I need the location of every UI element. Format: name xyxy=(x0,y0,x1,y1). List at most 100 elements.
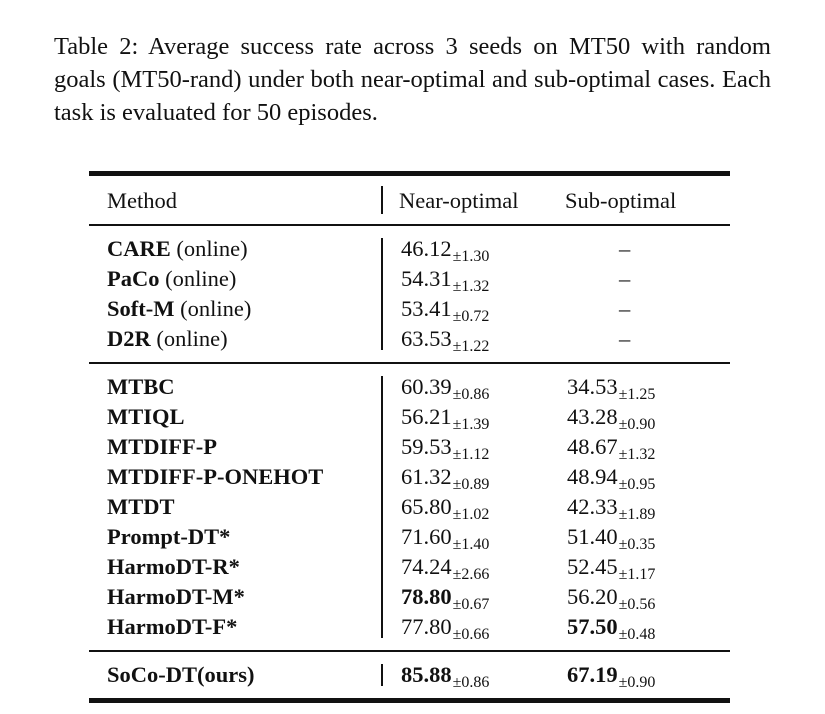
method-suffix: (online) xyxy=(170,236,248,261)
results-table: Method Near-optimal Sub-optimal CARE (on… xyxy=(89,171,730,703)
table-row: MTBC 60.39±0.86 34.53±1.25 xyxy=(89,372,730,403)
column-separator xyxy=(381,376,383,638)
method-cell: Soft-M (online) xyxy=(89,296,381,322)
header-method: Method xyxy=(107,188,177,213)
sub-optimal-cell: 43.28±0.90 xyxy=(553,404,730,433)
method-cell: MTDIFF-P-ONEHOT xyxy=(89,464,381,490)
near-optimal-cell: 46.12±1.30 xyxy=(383,236,553,265)
near-optimal-cell: 53.41±0.72 xyxy=(383,296,553,325)
sub-optimal-cell: – xyxy=(553,326,730,352)
method-name: Soft-M xyxy=(107,296,175,321)
method-cell: D2R (online) xyxy=(89,326,381,352)
score-std: ±1.17 xyxy=(618,566,656,583)
method-cell: HarmoDT-R* xyxy=(89,554,381,580)
score-std: ±1.32 xyxy=(618,446,656,463)
score-value: 34.53 xyxy=(567,374,618,399)
near-optimal-cell: 61.32±0.89 xyxy=(383,464,553,493)
score-value: 63.53 xyxy=(401,326,452,351)
sub-optimal-cell: 56.20±0.56 xyxy=(553,584,730,613)
score-value: – xyxy=(619,296,631,321)
method-name: HarmoDT-M* xyxy=(107,584,245,609)
score-std: ±0.35 xyxy=(618,536,656,553)
score-value: 53.41 xyxy=(401,296,452,321)
score-value: 51.40 xyxy=(567,524,618,549)
table-row: Prompt-DT* 71.60±1.40 51.40±0.35 xyxy=(89,522,730,553)
score-std: ±0.89 xyxy=(452,476,490,493)
sub-optimal-cell: 48.67±1.32 xyxy=(553,434,730,463)
score-value: 67.19 xyxy=(567,662,618,687)
method-name: SoCo-DT(ours) xyxy=(107,662,255,687)
method-suffix: (online) xyxy=(159,266,237,291)
table-row: D2R (online) 63.53±1.22 – xyxy=(89,324,730,355)
score-value: 52.45 xyxy=(567,554,618,579)
score-value: 78.80 xyxy=(401,584,452,609)
score-value: 57.50 xyxy=(567,614,618,639)
score-value: 42.33 xyxy=(567,494,618,519)
score-value: 54.31 xyxy=(401,266,452,291)
group-rule xyxy=(89,362,730,364)
method-name: CARE xyxy=(107,236,171,261)
score-std: ±0.67 xyxy=(452,596,490,613)
header-rule xyxy=(89,224,730,226)
score-std: ±0.72 xyxy=(452,308,490,325)
table-header-row: Method Near-optimal Sub-optimal xyxy=(89,176,730,224)
score-std: ±0.56 xyxy=(618,596,656,613)
score-std: ±0.95 xyxy=(618,476,656,493)
score-std: ±0.90 xyxy=(618,674,656,691)
near-optimal-cell: 56.21±1.39 xyxy=(383,404,553,433)
table-group: SoCo-DT(ours) 85.88±0.86 67.19±0.90 xyxy=(89,652,730,698)
score-value: 43.28 xyxy=(567,404,618,429)
score-std: ±0.86 xyxy=(452,386,490,403)
table-row: HarmoDT-M* 78.80±0.67 56.20±0.56 xyxy=(89,582,730,613)
score-value: 71.60 xyxy=(401,524,452,549)
near-optimal-cell: 60.39±0.86 xyxy=(383,374,553,403)
score-value: 48.94 xyxy=(567,464,618,489)
score-std: ±1.30 xyxy=(452,248,490,265)
score-value: 61.32 xyxy=(401,464,452,489)
method-suffix: (online) xyxy=(174,296,252,321)
method-name: MTDIFF-P-ONEHOT xyxy=(107,464,324,489)
table-group: CARE (online) 46.12±1.30– PaCo (online) 54.… xyxy=(89,226,730,362)
near-optimal-cell: 74.24±2.66 xyxy=(383,554,553,583)
table-row: MTIQL 56.21±1.39 43.28±0.90 xyxy=(89,402,730,433)
sub-optimal-cell: – xyxy=(553,266,730,292)
method-name: PaCo xyxy=(107,266,160,291)
score-value: 56.20 xyxy=(567,584,618,609)
method-name: HarmoDT-F* xyxy=(107,614,238,639)
score-std: ±1.12 xyxy=(452,446,490,463)
sub-optimal-cell: 51.40±0.35 xyxy=(553,524,730,553)
method-cell: CARE (online) xyxy=(89,236,381,262)
sub-optimal-cell: 67.19±0.90 xyxy=(553,662,730,691)
column-separator xyxy=(381,664,383,686)
table-caption: Table 2: Average success rate across 3 s… xyxy=(54,33,771,126)
table-row: PaCo (online) 54.31±1.32 – xyxy=(89,264,730,295)
score-value: – xyxy=(619,266,631,291)
method-name: MTDT xyxy=(107,494,175,519)
method-name: D2R xyxy=(107,326,151,351)
method-cell: Prompt-DT* xyxy=(89,524,381,550)
method-cell: MTDIFF-P xyxy=(89,434,381,460)
near-optimal-cell: 59.53±1.12 xyxy=(383,434,553,463)
sub-optimal-cell: 42.33±1.89 xyxy=(553,494,730,523)
sub-optimal-cell: – xyxy=(553,296,730,322)
sub-optimal-cell: 57.50±0.48 xyxy=(553,614,730,643)
method-name: HarmoDT-R* xyxy=(107,554,240,579)
score-value: 60.39 xyxy=(401,374,452,399)
score-std: ±1.32 xyxy=(452,278,490,295)
score-std: ±0.48 xyxy=(618,626,656,643)
sub-optimal-cell: 48.94±0.95 xyxy=(553,464,730,493)
table-row: SoCo-DT(ours) 85.88±0.86 67.19±0.90 xyxy=(89,660,730,691)
method-cell: HarmoDT-F* xyxy=(89,614,381,640)
score-value: 65.80 xyxy=(401,494,452,519)
bottom-rule xyxy=(89,698,730,703)
method-cell: PaCo (online) xyxy=(89,266,381,292)
top-rule xyxy=(89,171,730,176)
score-std: ±2.66 xyxy=(452,566,490,583)
score-std: ±1.22 xyxy=(452,338,490,355)
table-row: Soft-M (online) 53.41±0.72– xyxy=(89,294,730,325)
header-sub-optimal: Sub-optimal xyxy=(565,188,677,213)
sub-optimal-cell: 34.53±1.25 xyxy=(553,374,730,403)
table-row: MTDIFF-P 59.53±1.12 48.67±1.32 xyxy=(89,432,730,463)
method-name: MTBC xyxy=(107,374,175,399)
score-value: – xyxy=(619,236,631,261)
